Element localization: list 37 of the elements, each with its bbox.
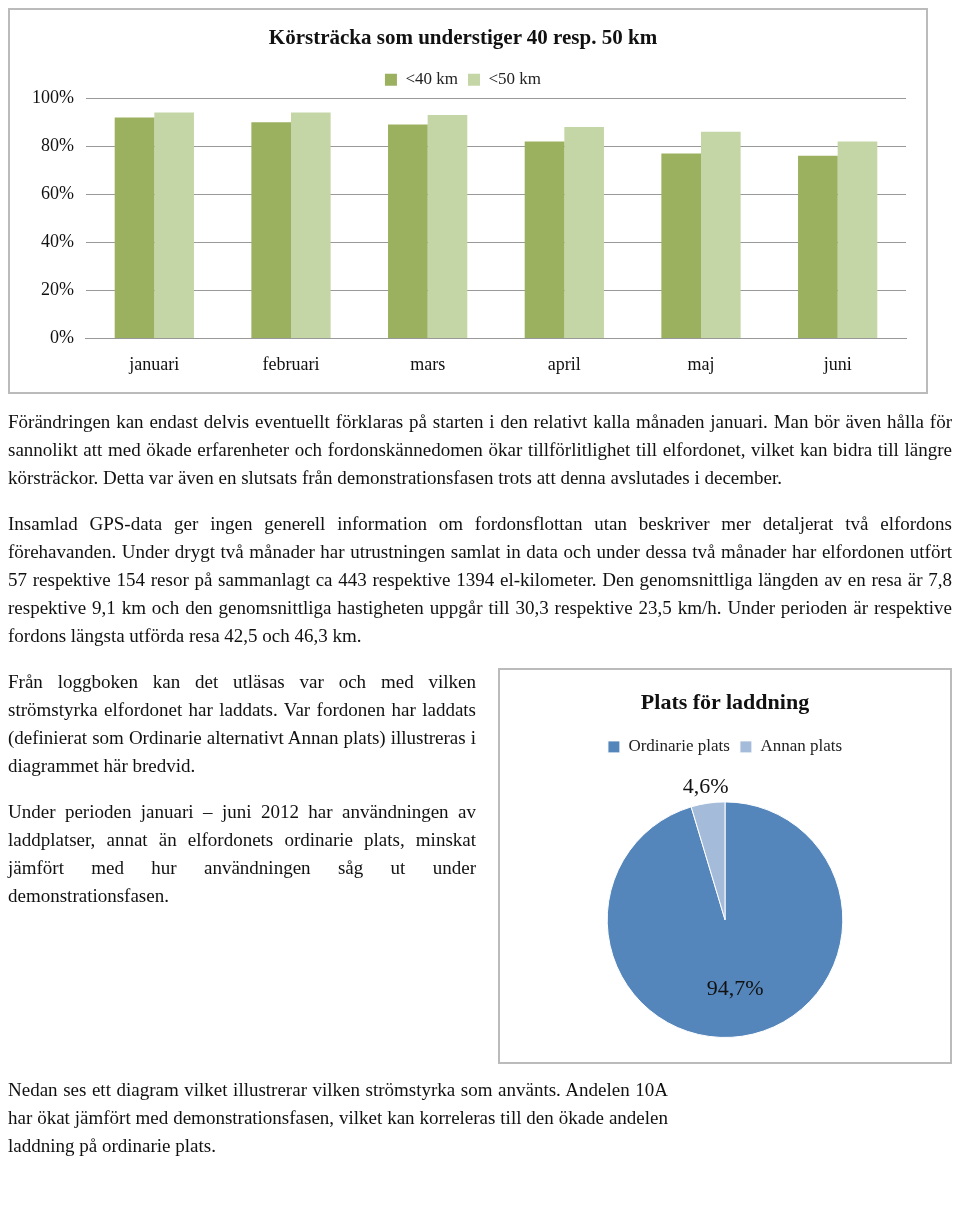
text: Nedan ses ett diagram vilket illustrerar vilken strömstyrka som använts. Andelen 10A har ökat jämfört med demonstrationsfasen, vilket kan korreleras till den ökade andelen laddning på ordinarie plats. [8,1078,668,1158]
x-tick-label: maj [687,353,715,374]
bar [291,112,331,338]
text: Insamlad GPS-data ger ingen generell information om fordonsflottan utan beskriver mer detaljerat två elfordons förehavanden. Under drygt två månader har utrustningen samlat in data och under dessa två månader har elfordonen utfört 57 respektive 154 resor på sammanlagt ca 443 respektive 1394 el-kilometer. Den genomsnittliga längden av en resa är 7,8 respektive 9,1 km och den genomsnittliga hastigheten uppgår till 30,3 respektive 23,5 km/h. Under perioden är respektive fordons längsta utförda resa 42,5 och 46,3 km. [8,512,952,648]
x-tick-label: mars [410,353,446,374]
bar [154,112,194,338]
legend-label: <50 km [488,69,542,89]
bar [837,141,878,338]
bar [564,127,604,338]
y-tick-label: 100% [31,86,74,107]
bar [798,155,838,338]
bar [251,122,291,338]
chart-title: Körsträcka som understiger 40 resp. 50 km [268,25,658,50]
y-tick-label: 60% [40,183,74,204]
x-tick-label: april [547,353,581,374]
bar [114,117,155,338]
x-tick-label: juni [822,353,852,374]
y-tick-label: 0% [49,327,74,348]
text: Under perioden januari – juni 2012 har användningen av laddplatser, annat än elfordonets ordinarie plats, minskat jämfört med hur användningen såg ut under demonstrationsfasen. [8,800,476,908]
x-tick-label: januari [128,353,180,374]
x-tick-label: februari [262,353,320,374]
text: Från loggboken kan det utläsas var och med vilken strömstyrka elfordonet har laddats. Var fordonen har laddats (definierat som Ordinarie alternativt Annan plats) illustreras i diagrammet här bredvid. [8,670,476,778]
y-tick-label: 40% [40,231,74,252]
data-label: 4,6% [682,773,729,799]
legend-label: Annan plats [760,736,843,756]
legend-label: Ordinarie plats [628,736,730,756]
y-tick-label: 20% [40,279,74,300]
text: Förändringen kan endast delvis eventuellt förklaras på starten i den relativt kalla månaden januari. Man bör även hålla för sannolikt att med ökade erfarenheter och fordonskännedomen ökar tillförlitlighet till elfordonet, vilket kan bidra till längre körsträckor. Detta var även en slutsats från demonstrationsfasen trots att denna avslutades i december. [8,410,952,490]
bar [388,124,428,338]
legend-label: <40 km [405,69,458,89]
y-tick-label: 80% [40,134,74,155]
bar [661,153,701,338]
chart-title: Plats för laddning [640,688,810,714]
data-label: 94,7% [706,975,764,1001]
bar [524,141,565,338]
bar [427,115,468,338]
bar [701,131,741,338]
